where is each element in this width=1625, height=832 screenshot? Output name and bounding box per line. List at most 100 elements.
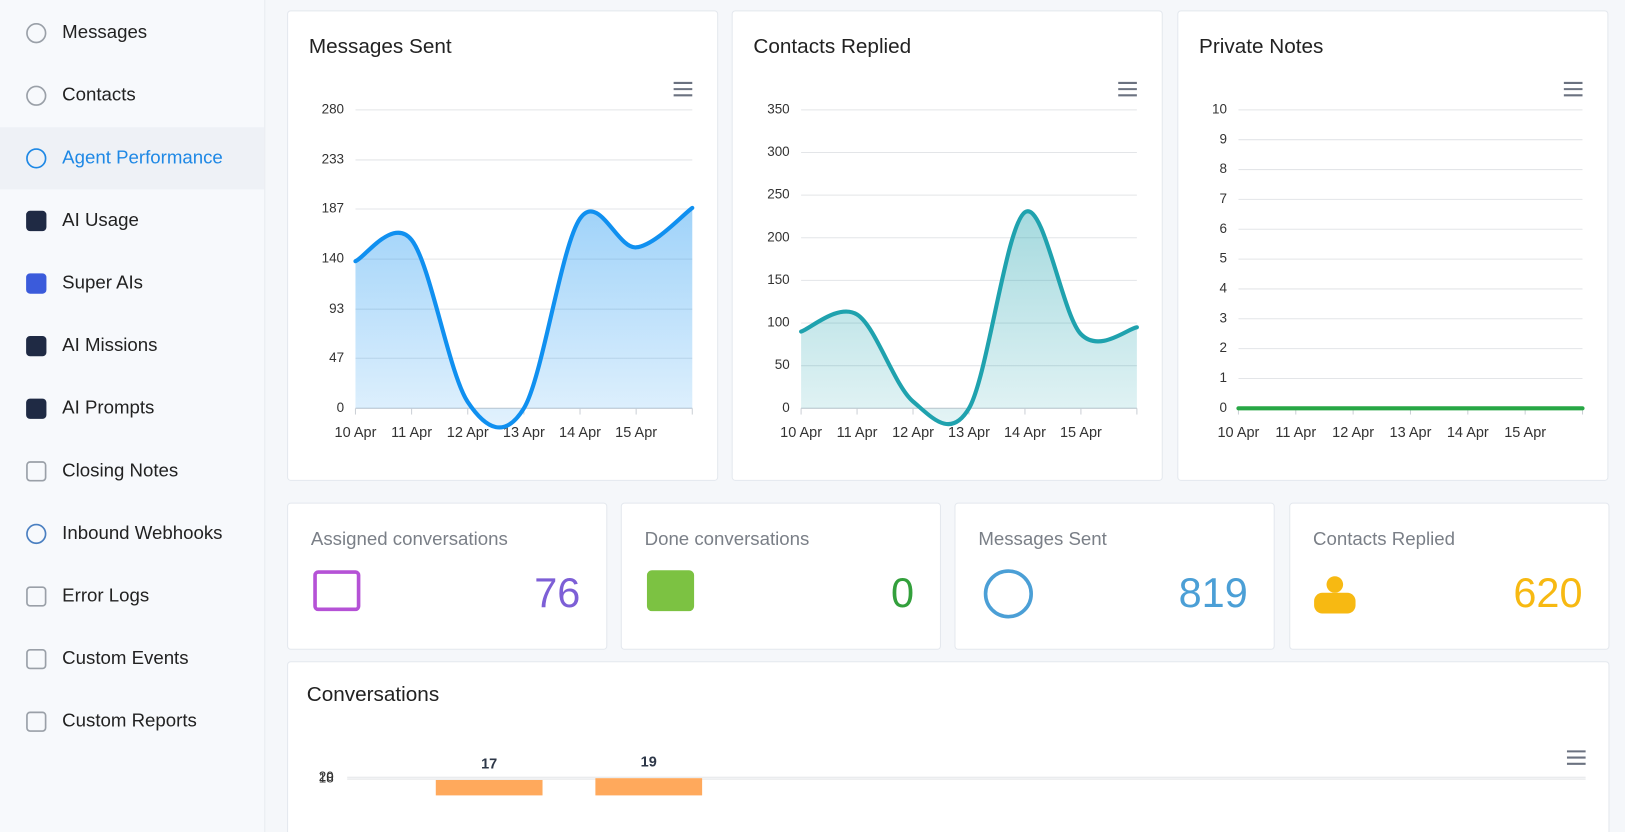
sidebar-item[interactable]: AI Usage	[26, 209, 139, 232]
line	[799, 209, 1139, 427]
y-tick-label: 0	[782, 400, 790, 415]
area	[355, 207, 693, 428]
y-tick-label: 47	[329, 350, 344, 365]
x-tick-label: 12 Apr	[447, 425, 489, 441]
menu-label: AI Prompts	[62, 397, 154, 418]
x-tick-label: 12 Apr	[1332, 425, 1374, 441]
bar	[595, 778, 703, 796]
sidebar-item[interactable]: Error Logs	[26, 584, 149, 607]
menu-icon	[26, 461, 47, 482]
y-tick-label: 300	[767, 144, 789, 159]
bar-value-label: 17	[481, 756, 497, 772]
stat-icon	[983, 569, 1033, 619]
x-tick-label: 10 Apr	[335, 425, 377, 441]
menu-label: Error Logs	[62, 584, 149, 605]
y-tick-label: 200	[767, 229, 789, 244]
y-tick-label: 140	[322, 251, 344, 266]
stat-label: Done conversations	[645, 528, 810, 549]
card	[1177, 10, 1609, 481]
sidebar-item[interactable]: AI Missions	[26, 334, 158, 357]
x-tick-label: 13 Apr	[948, 425, 990, 441]
menu-icon	[26, 398, 47, 419]
y-tick-label: 93	[329, 301, 344, 316]
stat-value: 620	[1513, 569, 1582, 616]
x-tick-label: 14 Apr	[559, 425, 601, 441]
stat-value: 819	[1179, 569, 1248, 616]
y-tick-label: 5	[1220, 251, 1228, 266]
menu-icon	[26, 23, 47, 44]
stat-value: 0	[891, 569, 914, 616]
menu-icon	[26, 586, 47, 607]
menu-label: Super AIs	[62, 271, 143, 292]
y-tick-label: 233	[322, 152, 344, 167]
menu-label: Custom Reports	[62, 710, 197, 731]
sidebar-item[interactable]: Custom Events	[26, 647, 189, 670]
stat-label: Assigned conversations	[311, 528, 508, 549]
bar-value-label: 19	[641, 754, 657, 770]
stat-icon	[313, 570, 361, 612]
menu-icon	[26, 335, 47, 357]
sidebar-item[interactable]: Agent Performance	[0, 127, 265, 190]
stat-icon	[1326, 576, 1344, 593]
y-tick-label: 0	[337, 400, 345, 415]
menu-label: Closing Notes	[62, 459, 178, 480]
stat-value: 76	[534, 569, 580, 616]
sidebar-item[interactable]: Inbound Webhooks	[26, 522, 223, 545]
line	[353, 205, 695, 430]
chart-title: Private Notes	[1199, 35, 1323, 58]
x-tick-label: 15 Apr	[615, 425, 657, 441]
menu-icon	[26, 273, 47, 294]
menu-icon	[26, 85, 47, 106]
card	[620, 502, 942, 650]
x-tick-label: 13 Apr	[1390, 425, 1432, 441]
active-highlight	[0, 127, 265, 190]
y-tick-label: 50	[775, 357, 790, 372]
stat-label: Contacts Replied	[1313, 528, 1455, 549]
chart-title: Conversations	[307, 683, 439, 706]
chart-title: Contacts Replied	[753, 35, 911, 58]
x-tick-label: 14 Apr	[1447, 425, 1489, 441]
y-tick-label: 9	[1220, 131, 1228, 146]
y-tick-label: 7	[1220, 191, 1228, 206]
y-tick-label: 100	[767, 315, 789, 330]
x-tick-label: 11 Apr	[1275, 425, 1316, 441]
x-tick-label: 11 Apr	[837, 425, 878, 441]
y-tick-label: 250	[767, 187, 789, 202]
menu-label: AI Missions	[62, 334, 157, 355]
card	[287, 502, 608, 650]
sidebar-item[interactable]: Contacts	[26, 84, 136, 106]
y-tick-label: 8	[1220, 161, 1228, 176]
menu-label: Agent Performance	[62, 146, 223, 167]
sidebar-item[interactable]: AI Prompts	[26, 397, 154, 419]
chart-title: Messages Sent	[309, 35, 452, 58]
y-tick-label: 187	[322, 201, 344, 216]
bar	[435, 779, 543, 796]
y-tick-label: 2	[1220, 340, 1228, 355]
menu-label: Inbound Webhooks	[62, 522, 222, 543]
sidebar-item[interactable]: Super AIs	[26, 271, 143, 294]
stat-label: Messages Sent	[978, 528, 1107, 549]
x-tick-label: 14 Apr	[1004, 425, 1046, 441]
menu-icon	[26, 210, 47, 232]
y-tick-label: 18	[319, 771, 334, 786]
menu-icon	[26, 648, 47, 670]
y-tick-label: 150	[767, 272, 789, 287]
y-tick-label: 4	[1220, 280, 1228, 295]
x-tick-label: 11 Apr	[391, 425, 432, 441]
sidebar-item[interactable]: Custom Reports	[26, 710, 197, 732]
sidebar-item[interactable]: Closing Notes	[26, 459, 178, 482]
x-tick-label: 10 Apr	[1217, 425, 1259, 441]
stat-icon	[646, 570, 695, 612]
x-tick-label: 15 Apr	[1504, 425, 1546, 441]
sidebar-item[interactable]: Messages	[26, 21, 147, 44]
x-tick-label: 13 Apr	[503, 425, 545, 441]
y-tick-label: 350	[767, 101, 789, 116]
x-tick-label: 12 Apr	[892, 425, 934, 441]
y-tick-label: 20	[319, 769, 334, 784]
menu-label: AI Usage	[62, 209, 139, 230]
menu-label: Custom Events	[62, 647, 188, 668]
x-tick-label: 15 Apr	[1060, 425, 1102, 441]
